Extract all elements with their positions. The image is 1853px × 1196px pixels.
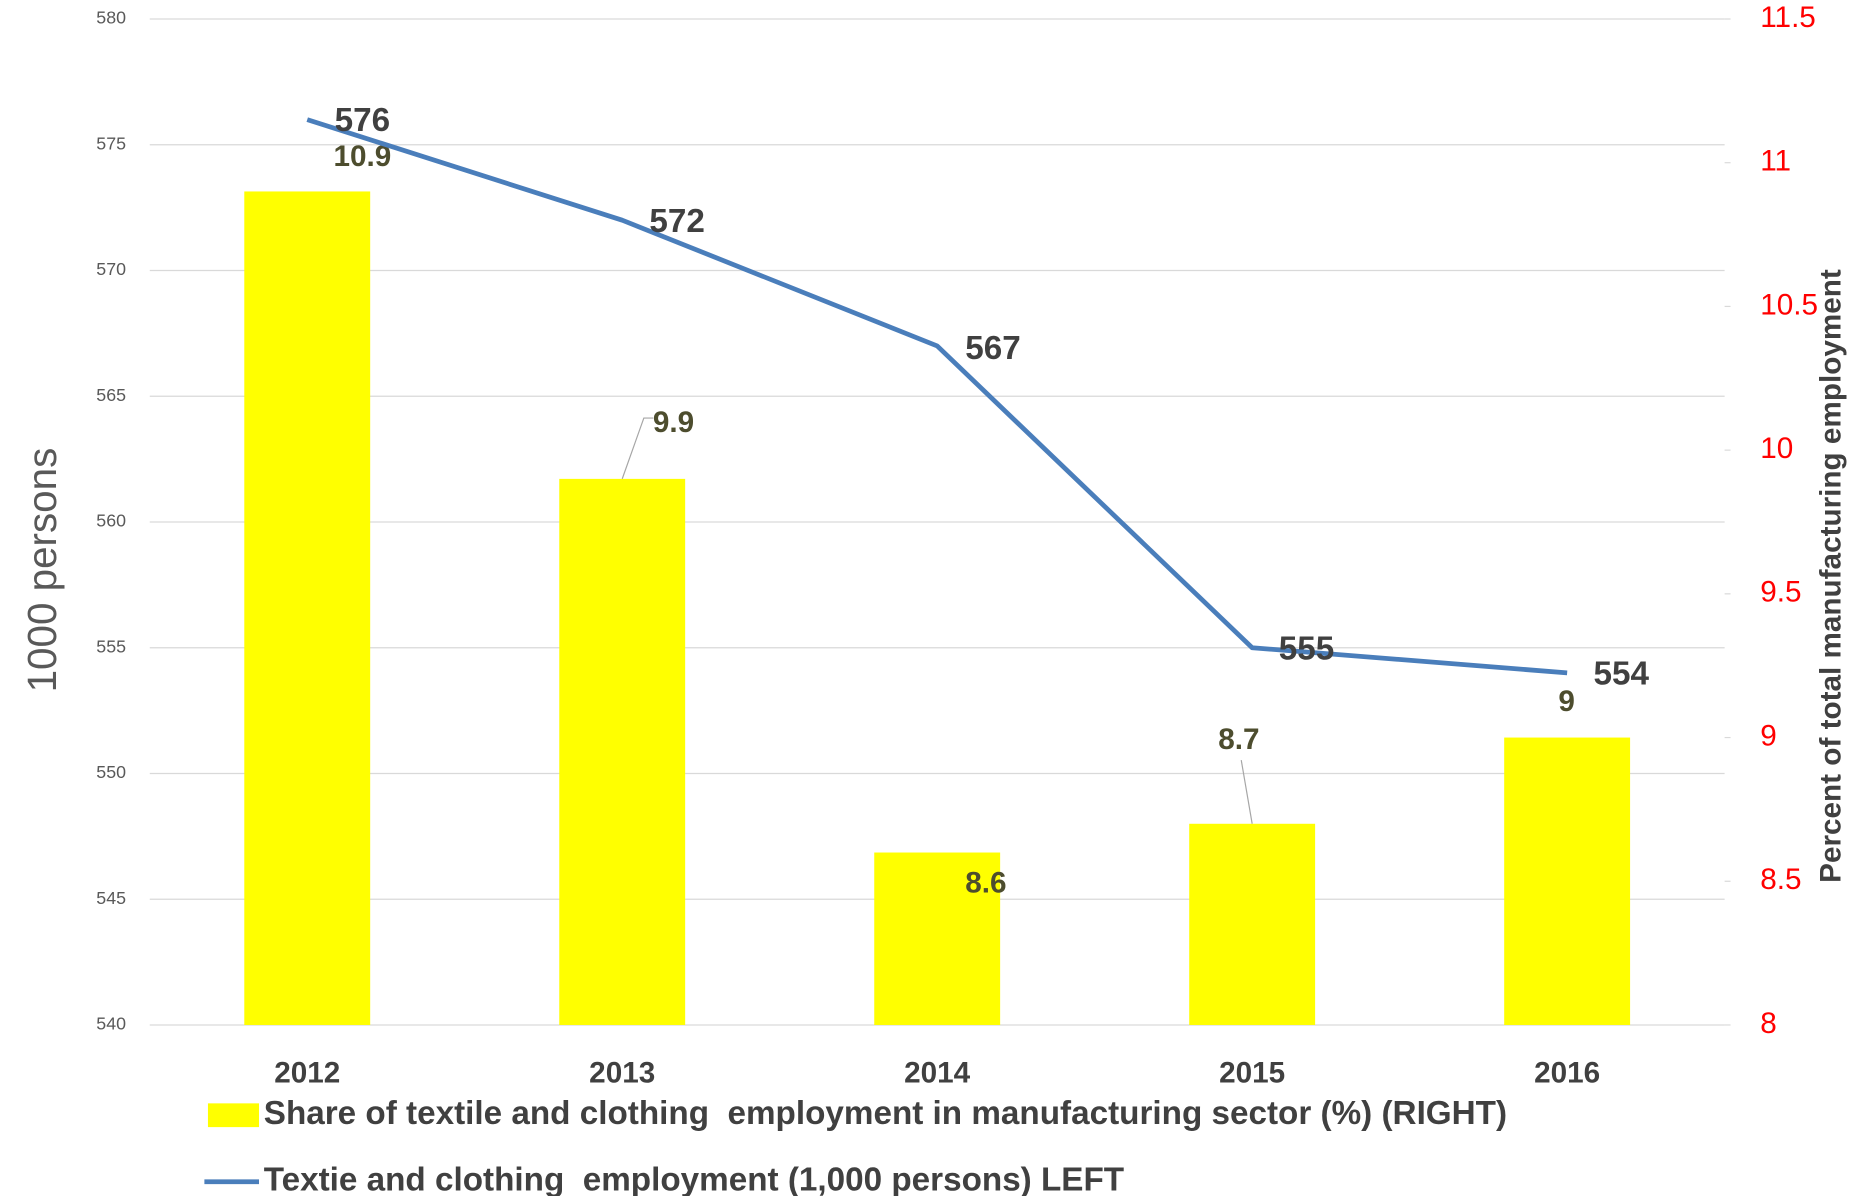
- y-tick-label: 570: [96, 259, 126, 279]
- line-data-label: 576: [335, 102, 390, 139]
- y2-tick-label: 8: [1760, 1007, 1777, 1040]
- y-tick-label: 575: [96, 133, 126, 153]
- y-tick-label: 560: [96, 511, 126, 531]
- bar: [1189, 823, 1316, 1025]
- bar-data-label: 9.9: [653, 406, 694, 439]
- legend-label: Share of textile and clothing employment…: [264, 1095, 1507, 1132]
- line-data-label: 555: [1279, 631, 1334, 668]
- y2-tick-label: 9: [1760, 719, 1777, 752]
- y2-tick-label: 8.5: [1760, 863, 1801, 896]
- bar: [244, 191, 371, 1025]
- line-data-label: 572: [649, 203, 704, 240]
- y2-tick-label: 10: [1760, 432, 1793, 465]
- y-tick-label: 550: [96, 762, 126, 782]
- line-series: [306, 117, 1568, 676]
- bar-data-label: 9: [1558, 685, 1575, 718]
- x-tick-label: 2015: [1219, 1057, 1285, 1090]
- x-tick-label: 2013: [589, 1057, 655, 1090]
- y-axis-title: 1000 persons: [19, 448, 65, 693]
- x-tick-label: 2014: [904, 1057, 971, 1090]
- bar: [874, 852, 1001, 1025]
- y2-tick-label: 11: [1760, 145, 1791, 178]
- bar-data-label: 8.7: [1218, 723, 1259, 756]
- line-data-label: 567: [965, 330, 1020, 367]
- y-tick-label: 565: [96, 385, 126, 405]
- y-tick-label: 580: [96, 8, 126, 28]
- legend-swatch: [207, 1103, 260, 1128]
- y-tick-label: 545: [96, 888, 126, 908]
- bar: [1504, 737, 1631, 1025]
- y2-tick-label: 9.5: [1760, 576, 1801, 609]
- bar-data-label: 8.6: [965, 867, 1006, 900]
- y-tick-label: 555: [96, 636, 126, 656]
- leader-line: [621, 417, 654, 480]
- y2-axis-title: Percent of total manufacturing employmen…: [1815, 269, 1848, 883]
- y2-tick-label: 10.5: [1760, 288, 1818, 321]
- y-tick-label: 540: [96, 1014, 126, 1034]
- leader-line: [1240, 760, 1253, 824]
- line-data-label: 554: [1594, 656, 1650, 693]
- legend-label: Textie and clothing employment (1,000 pe…: [264, 1162, 1124, 1196]
- bar: [559, 478, 686, 1025]
- x-tick-label: 2016: [1534, 1057, 1600, 1090]
- x-tick-label: 2012: [274, 1057, 340, 1090]
- y2-tick-label: 11.5: [1760, 1, 1816, 34]
